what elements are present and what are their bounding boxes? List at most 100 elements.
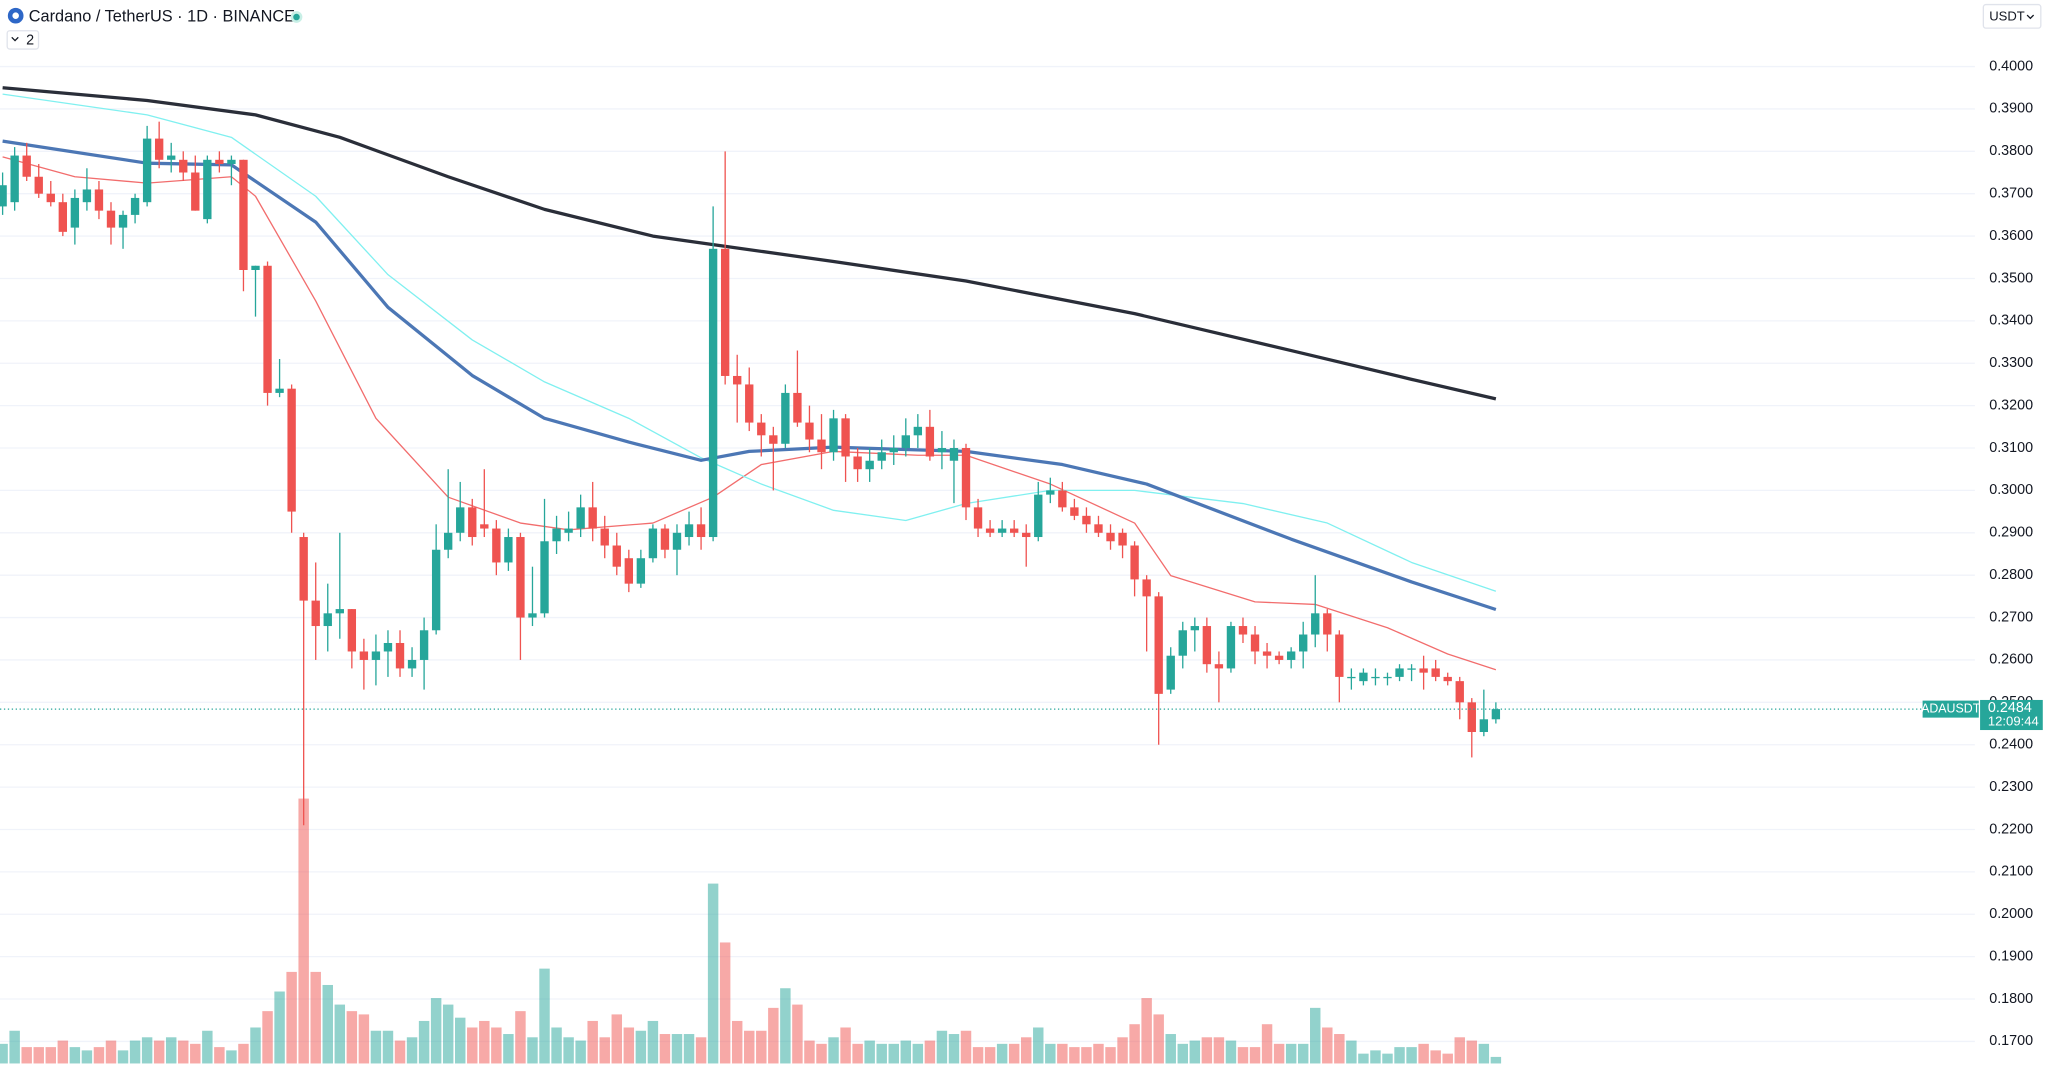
volume-bar [81,1050,93,1064]
volume-bar [671,1034,683,1064]
symbol-title: Cardano / TetherUS · 1D · BINANCE [29,7,295,25]
candle-body [1443,676,1452,682]
candle-body [1238,626,1248,635]
volume-bar [1478,1043,1490,1064]
volume-bar [298,798,309,1064]
candle-body [106,210,116,228]
volume-bar [539,968,550,1064]
indicator-toggle[interactable] [6,30,40,50]
candle-body [70,197,80,228]
volume-bar [1382,1053,1393,1064]
volume-bar [1249,1047,1261,1064]
y-tick-label: 0.2600 [1989,652,2033,668]
volume-bar [972,1047,984,1064]
candle-body [1274,655,1284,660]
y-tick-label: 0.2400 [1989,737,2033,753]
currency-button[interactable] [1982,3,2042,29]
volume-bar [599,1037,610,1064]
price-tag-value: 0.2484 [1988,700,2032,716]
header: Cardano / TetherUS · 1D · BINANCE 2 USDT [6,3,2042,50]
candle-body [805,422,814,440]
candle-body [1262,651,1272,656]
volume-bar [1273,1043,1285,1064]
coin-logo-center [12,12,19,19]
volume-bar [262,1011,273,1064]
volume-bars [0,798,1502,1064]
volume-bar [1358,1053,1369,1064]
candle-body [46,193,55,203]
volume-bar [575,1040,586,1064]
candle-body [431,549,441,631]
volume-bar [455,1017,466,1064]
volume-bar [93,1047,105,1064]
candle-body [877,452,886,461]
candle-body [1190,626,1199,631]
volume-bar [190,1043,201,1064]
volume-bar [1201,1037,1213,1064]
volume-bar [707,883,719,1064]
candle-body [58,202,68,232]
volume-bar [1322,1027,1333,1064]
candle-body [1009,528,1019,533]
volume-bar [503,1034,514,1064]
candle-body [925,426,935,457]
candle-body [203,159,212,220]
candle-body [275,388,284,393]
volume-bar [238,1043,249,1064]
candle-body [480,524,489,529]
volume-bar [1394,1047,1405,1064]
candle-body [516,537,525,618]
y-tick-label: 0.3100 [1989,440,2033,456]
volume-bar [924,1040,936,1064]
indicator-count: 2 [26,32,34,48]
volume-bar [418,1020,430,1064]
volume-bar [852,1043,863,1064]
volume-bar [467,1027,478,1064]
volume-bar [1454,1037,1465,1064]
candle-body [769,435,778,444]
symbol-tag [1922,700,1979,718]
candle-body [311,600,320,627]
volume-bar [1213,1037,1225,1064]
volume-bar [57,1040,69,1064]
candle-body [227,159,236,165]
candle-body [1214,664,1224,669]
volume-bar [1020,1037,1032,1064]
candle-body [142,138,152,203]
candle-body [22,155,31,177]
price-tag [1980,699,2043,731]
volume-bar [382,1030,394,1064]
volume-bar [1008,1043,1020,1064]
candle-body [154,138,164,160]
volume-bar [1105,1047,1116,1064]
y-tick-label: 0.3600 [1989,228,2033,244]
volume-bar [1297,1043,1309,1064]
volume-bar [1261,1024,1273,1064]
y-tick-label: 0.3900 [1989,101,2033,117]
candle-body [492,528,501,563]
candle-body [793,392,802,423]
candle-body [251,265,260,270]
candle-body [1347,676,1356,679]
volume-bar [1033,1027,1044,1064]
volume-bar [1141,998,1152,1064]
candle-body [468,507,477,538]
candle-body [419,630,429,660]
volume-bar [635,1030,647,1064]
candle-body [600,528,609,546]
volume-bar [948,1034,960,1064]
volume-bar [1093,1043,1104,1064]
volume-bar [1406,1047,1417,1064]
candle-body [696,524,706,538]
y-tick-label: 0.1700 [1989,1033,2033,1049]
candle-body [684,524,694,538]
candle-body [1395,668,1404,677]
candle-body [660,528,670,550]
candle-body [287,388,296,512]
candle-body [34,176,43,194]
price-tag-countdown: 12:09:44 [1988,714,2039,729]
volume-bar [274,991,285,1064]
candle-body [1034,494,1043,538]
candle-body [612,545,621,567]
